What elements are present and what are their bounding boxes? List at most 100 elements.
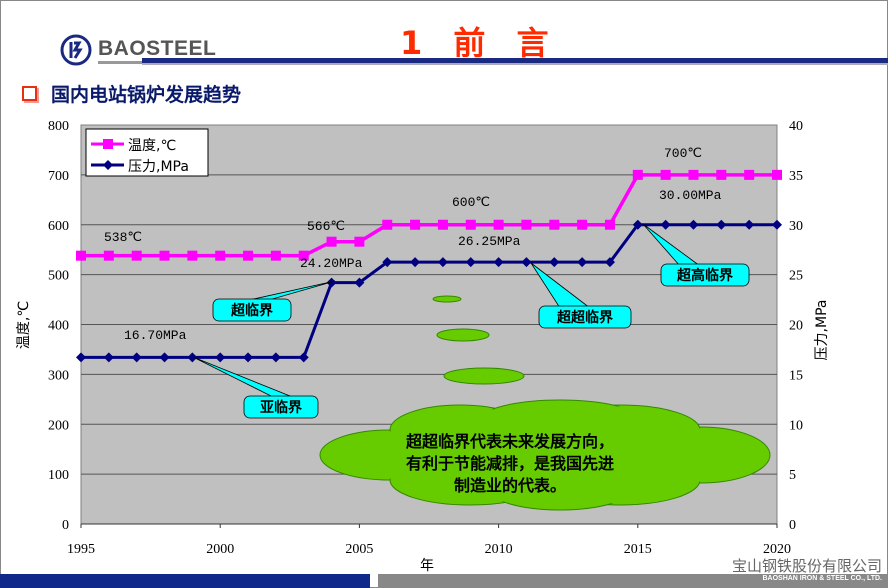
y-tick-label: 600	[48, 219, 69, 234]
temperature-marker	[159, 250, 170, 261]
callout-label-ultra_supercritical: 超超临界	[556, 309, 614, 326]
y2-tick-label: 20	[789, 319, 803, 334]
callout-box-supercritical	[212, 298, 292, 322]
value-label-p30: 30.00MPa	[659, 188, 722, 203]
y2-tick-label: 0	[789, 518, 796, 533]
pressure-marker	[744, 219, 755, 230]
x-tick-label: 2020	[763, 542, 791, 557]
x-tick-label: 2000	[206, 542, 234, 557]
cloud-text-line: 超超临界代表未来发展方向，	[405, 432, 614, 451]
cloud-text-line: 制造业的代表。	[454, 476, 566, 495]
value-label-t566: 566℃	[307, 219, 345, 234]
temperature-marker	[270, 250, 281, 261]
temperature-marker	[577, 219, 588, 230]
y2-tick-label: 25	[789, 269, 803, 284]
temperature-marker	[744, 169, 755, 180]
y2-tick-label: 35	[789, 169, 803, 184]
pressure-marker	[632, 219, 643, 230]
slide-title: 1 前 言	[400, 24, 559, 62]
pressure-marker	[437, 257, 448, 268]
cloud-fill	[481, 401, 639, 439]
y2-tick-label: 10	[789, 418, 803, 433]
company-name-en: BAOSHAN IRON & STEEL CO., LTD.	[762, 575, 882, 582]
pressure-marker	[382, 257, 393, 268]
thought-bubble	[443, 367, 525, 385]
temperature-marker	[326, 236, 337, 247]
value-label-t700: 700℃	[664, 146, 702, 161]
temperature-marker	[632, 169, 643, 180]
y2-tick-label: 15	[789, 368, 803, 383]
footer-band-blue	[0, 574, 370, 588]
legend-temp-label: 温度,℃	[128, 138, 176, 154]
callout-box-advanced_ultra	[660, 263, 750, 287]
temperature-marker	[131, 250, 142, 261]
pressure-marker	[716, 219, 727, 230]
callout-label-supercritical: 超临界	[230, 302, 274, 319]
value-label-p2625: 26.25MPa	[458, 234, 521, 249]
temperature-marker	[410, 219, 421, 230]
temperature-marker	[103, 250, 114, 261]
y-tick-label: 500	[48, 269, 69, 284]
x-axis-label: 年	[420, 558, 434, 574]
temperature-marker	[298, 250, 309, 261]
y2-tick-label: 40	[789, 119, 803, 134]
y-axis-label: 温度,℃	[16, 301, 32, 349]
square-bullet-icon	[22, 86, 37, 101]
pressure-marker	[577, 257, 588, 268]
temperature-marker	[76, 250, 86, 261]
x-tick-label: 2015	[624, 542, 652, 557]
baosteel-emblem-icon	[60, 34, 92, 66]
y-tick-label: 700	[48, 169, 69, 184]
footer-band-gray	[378, 574, 888, 588]
temperature-marker	[187, 250, 198, 261]
pressure-marker	[103, 352, 114, 363]
title-rule	[142, 58, 888, 65]
thought-bubble	[432, 295, 462, 303]
y2-tick-label: 30	[789, 219, 803, 234]
pressure-marker	[187, 352, 198, 363]
y-tick-label: 400	[48, 319, 69, 334]
value-label-p242: 24.20MPa	[300, 256, 363, 271]
temperature-marker	[604, 219, 615, 230]
value-label-t538: 538℃	[104, 230, 142, 245]
pressure-marker	[493, 257, 504, 268]
callout-label-advanced_ultra: 超高临界	[676, 267, 734, 284]
x-tick-label: 2010	[485, 542, 513, 557]
pressure-marker	[410, 257, 421, 268]
y-tick-label: 800	[48, 119, 69, 134]
y-tick-label: 0	[62, 518, 69, 533]
company-name-cn: 宝山钢铁股份有限公司	[731, 557, 882, 575]
pressure-marker	[270, 352, 281, 363]
value-label-p167: 16.70MPa	[124, 328, 187, 343]
y-tick-label: 300	[48, 368, 69, 383]
callout-box-subcritical	[243, 395, 319, 419]
legend-pressure-label: 压力,MPa	[128, 159, 189, 175]
temperature-marker	[437, 219, 448, 230]
temperature-marker	[354, 236, 365, 247]
y-tick-label: 100	[48, 468, 69, 483]
pressure-marker	[604, 257, 615, 268]
y2-tick-label: 5	[789, 468, 796, 483]
value-label-t600: 600℃	[452, 195, 490, 210]
pressure-marker	[76, 352, 86, 363]
pressure-marker	[465, 257, 476, 268]
y-tick-label: 200	[48, 418, 69, 433]
pressure-marker	[549, 257, 560, 268]
temperature-marker	[465, 219, 476, 230]
pressure-marker	[215, 352, 226, 363]
section-heading-text: 国内电站锅炉发展趋势	[51, 84, 242, 106]
temperature-marker	[772, 169, 782, 180]
x-tick-label: 2005	[345, 542, 373, 557]
pressure-marker	[243, 352, 254, 363]
temperature-marker	[549, 219, 560, 230]
legend-temp-marker	[103, 139, 113, 149]
x-tick-label: 1995	[67, 542, 95, 557]
legend-pressure-marker	[103, 160, 113, 170]
pressure-marker	[354, 277, 365, 288]
pressure-marker	[772, 219, 782, 230]
pressure-marker	[521, 257, 532, 268]
company-mark: 宝山钢铁股份有限公司 BAOSHAN IRON & STEEL CO., LTD…	[732, 558, 882, 584]
temperature-marker	[716, 169, 727, 180]
pressure-marker	[298, 352, 309, 363]
